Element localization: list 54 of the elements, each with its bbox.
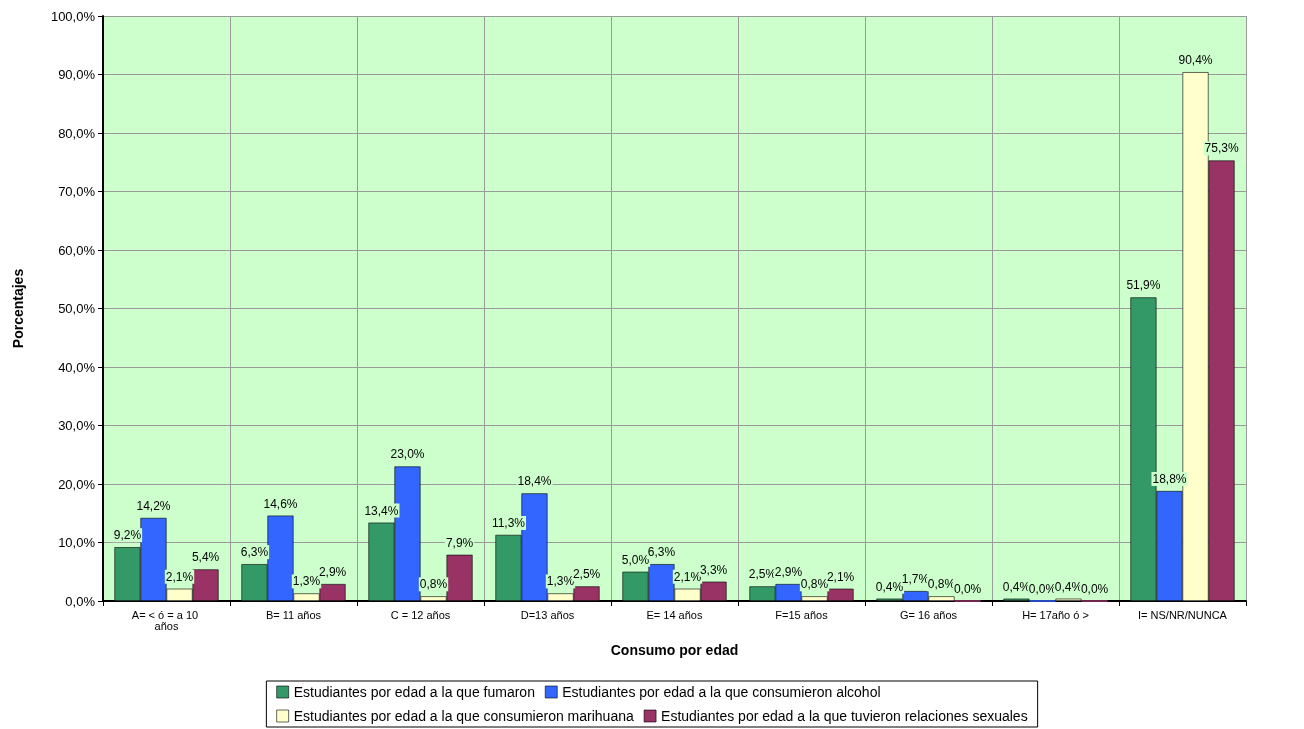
y-tick-label: 20,0%	[58, 476, 96, 492]
data-label: 11,3%	[491, 515, 526, 530]
x-tick-label: C = 12 años	[390, 608, 451, 621]
data-label: 75,3%	[1204, 141, 1239, 156]
data-label: 23,0%	[390, 447, 425, 462]
data-label: 2,9%	[774, 565, 803, 580]
data-label: 2,9%	[318, 565, 347, 580]
data-label: 0,4%	[875, 579, 904, 594]
legend-label: Estudiantes por edad a la que consumieron alcohol	[562, 684, 881, 700]
data-label: 3,3%	[699, 562, 728, 577]
y-tick-label: 0,0%	[65, 593, 96, 609]
data-label: 2,1%	[826, 569, 855, 584]
y-axis-title: Porcentajes	[10, 268, 26, 349]
data-label: 18,4%	[517, 474, 552, 489]
data-label: 0,8%	[800, 577, 829, 592]
y-tick-label: 30,0%	[58, 418, 96, 433]
x-tick-label: I= NS/NR/NUNCA	[1138, 608, 1228, 621]
data-label: 9,2%	[113, 528, 142, 543]
y-tick-label: 70,0%	[58, 184, 96, 199]
x-tick-label: F=15 años	[775, 608, 829, 621]
data-label: 6,3%	[240, 545, 269, 560]
x-tick-label: G= 16 años	[899, 608, 958, 621]
legend-label: Estudiantes por edad a la que fumaron	[293, 684, 535, 700]
y-tick-label: 60,0%	[58, 242, 96, 258]
data-label: 18,8%	[1152, 472, 1187, 487]
data-label: 13,4%	[364, 503, 399, 518]
data-label: 1,3%	[546, 574, 575, 589]
legend-label: Estudiantes por edad a la que tuvieron relaciones sexuales	[661, 708, 1028, 724]
data-label: 14,6%	[263, 496, 298, 511]
y-tick-label: 50,0%	[58, 301, 96, 316]
data-label: 2,5%	[572, 567, 601, 582]
data-label: 51,9%	[1126, 278, 1161, 293]
data-label: 2,1%	[165, 569, 194, 584]
data-label: 90,4%	[1178, 53, 1213, 68]
x-tick-label: B= 11 años	[265, 608, 322, 621]
y-tick-label: 10,0%	[58, 535, 96, 550]
data-label: 6,3%	[647, 545, 676, 560]
x-axis-title: Consumo por edad	[610, 642, 739, 658]
data-label: 0,8%	[419, 577, 448, 592]
legend-label: Estudiantes por edad a la que consumieron marihuana	[293, 708, 634, 724]
x-tick-label: D=13 años	[520, 608, 575, 621]
data-label: 0,0%	[1080, 581, 1109, 596]
y-tick-label: 100,0%	[50, 8, 96, 24]
data-label: 5,4%	[191, 550, 220, 565]
y-tick-label: 90,0%	[58, 67, 96, 82]
x-tick-label: A= < ó = a 10 años	[131, 608, 202, 632]
y-tick-label: 80,0%	[58, 125, 96, 141]
data-label: 7,9%	[445, 535, 474, 550]
data-label: 0,0%	[953, 581, 982, 596]
x-tick-label: H= 17año ó >	[1022, 608, 1089, 621]
y-tick-label: 40,0%	[58, 359, 96, 375]
data-label: 14,2%	[136, 498, 171, 513]
x-tick-label: E= 14 años	[646, 608, 703, 621]
data-label: 2,1%	[673, 569, 702, 584]
